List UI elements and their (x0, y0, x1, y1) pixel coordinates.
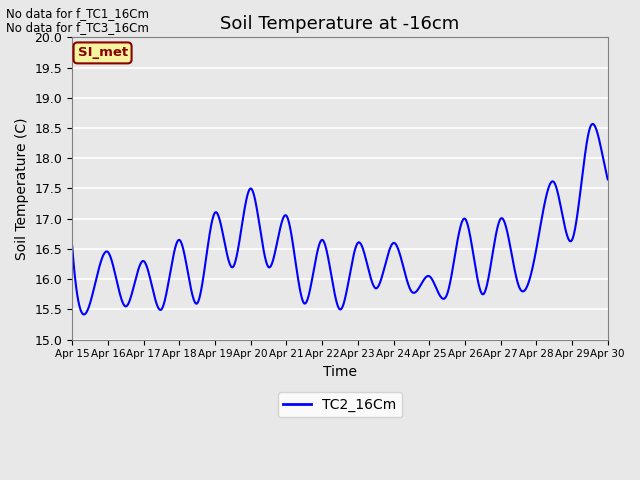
Y-axis label: Soil Temperature (C): Soil Temperature (C) (15, 117, 29, 260)
Text: SI_met: SI_met (77, 47, 127, 60)
Text: No data for f_TC3_16Cm: No data for f_TC3_16Cm (6, 21, 149, 34)
Legend: TC2_16Cm: TC2_16Cm (278, 392, 402, 418)
Text: No data for f_TC1_16Cm: No data for f_TC1_16Cm (6, 7, 149, 20)
X-axis label: Time: Time (323, 365, 357, 379)
Title: Soil Temperature at -16cm: Soil Temperature at -16cm (220, 15, 460, 33)
